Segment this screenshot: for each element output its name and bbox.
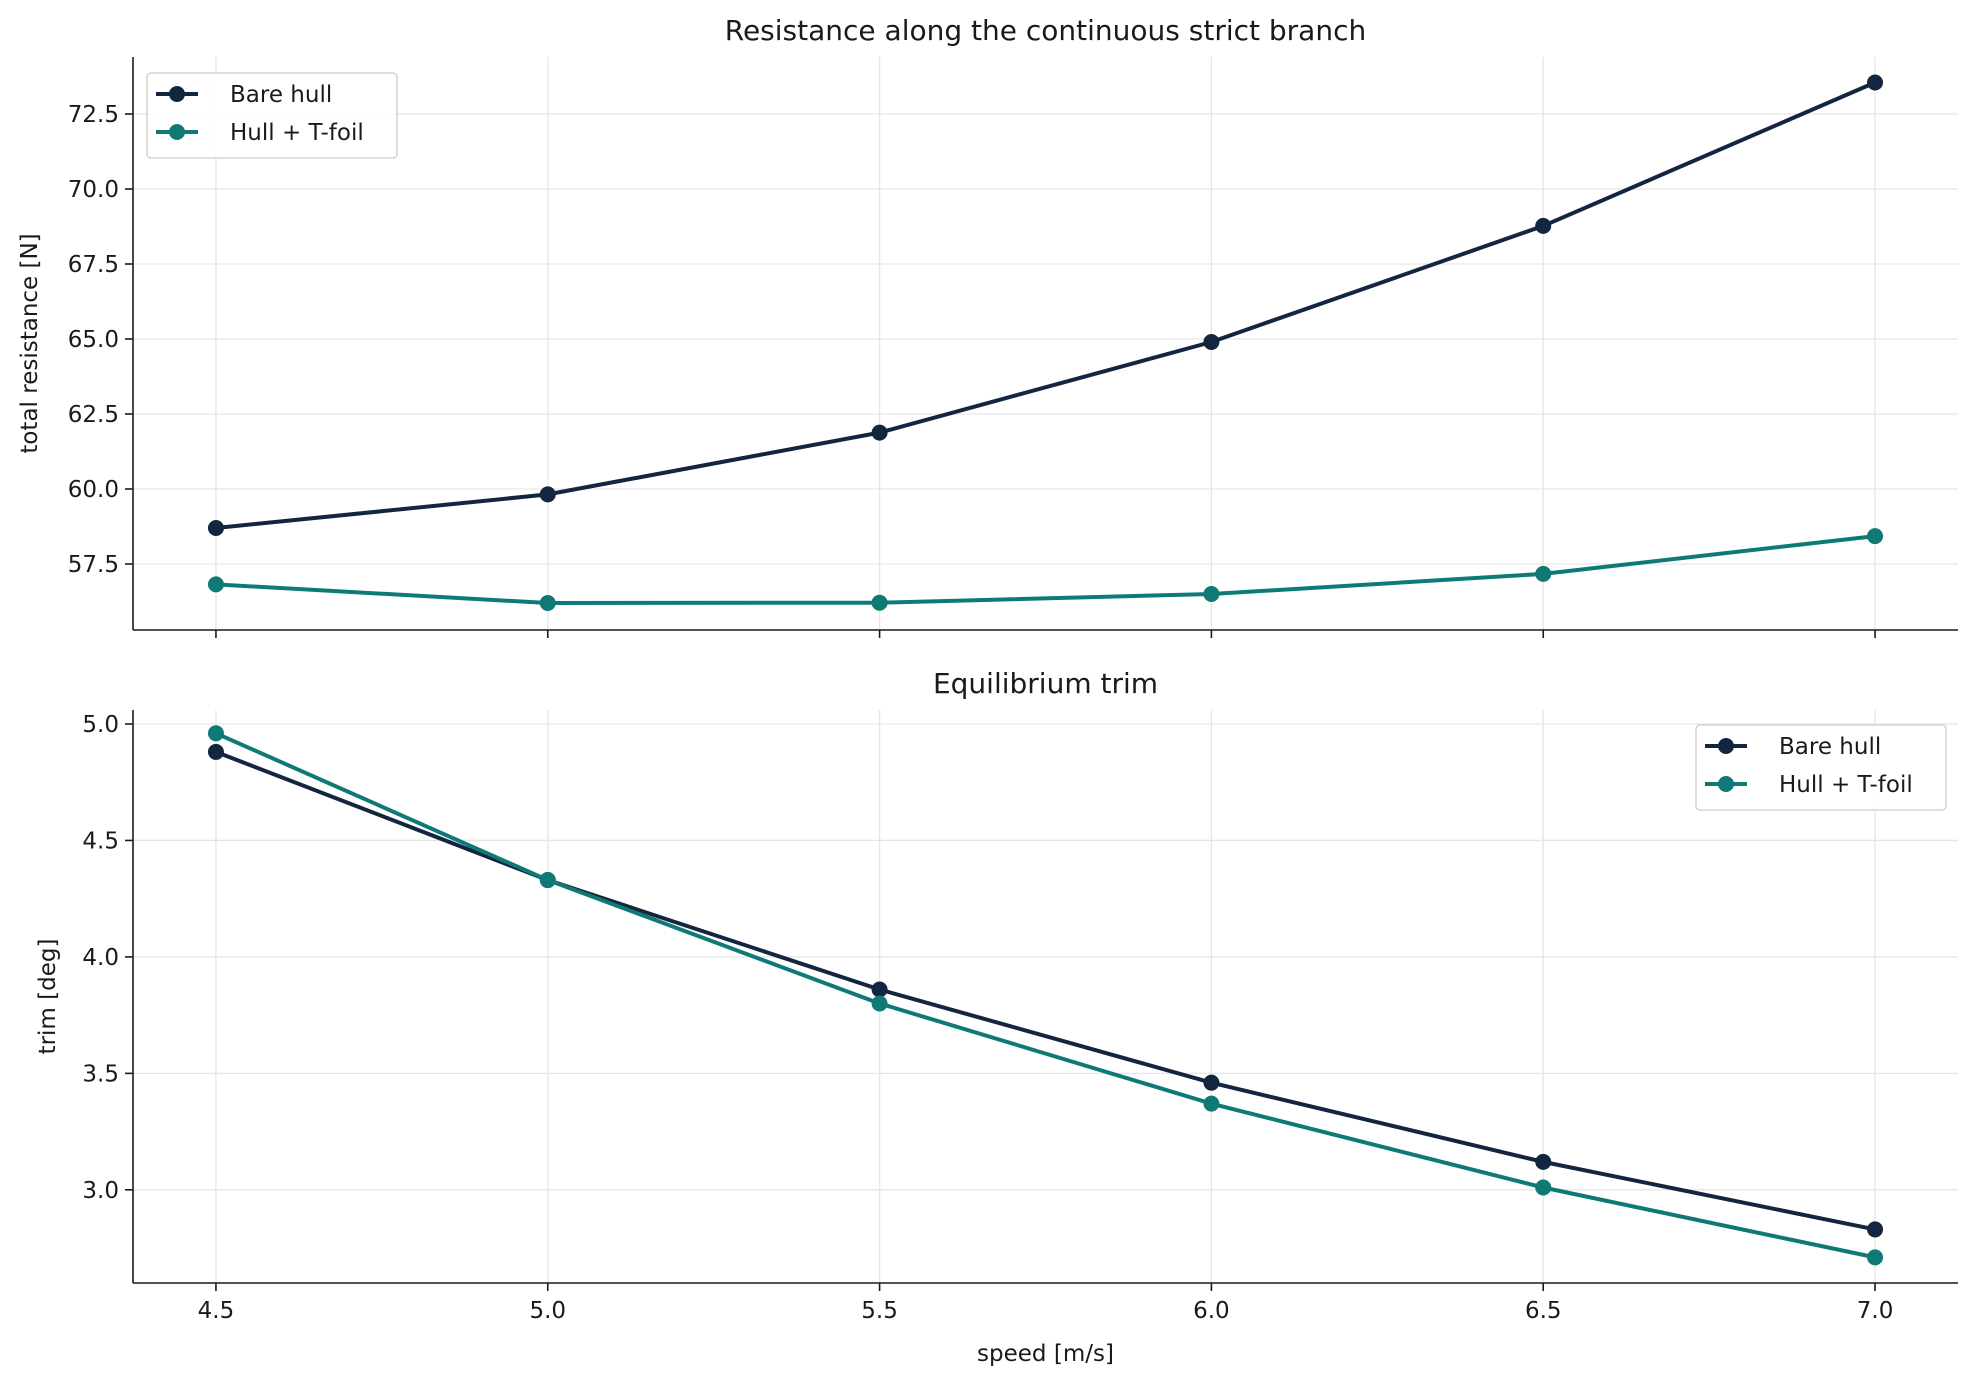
data-point-bare-hull [1867, 74, 1884, 91]
data-point-hull-tfoil [871, 995, 888, 1012]
y-tick-label: 57.5 [68, 552, 119, 578]
data-point-bare-hull [539, 486, 556, 503]
data-point-bare-hull [1203, 334, 1220, 350]
x-tick-label: 5.0 [529, 1298, 566, 1324]
series-line-bare-hull [213, 80, 1878, 530]
legend-swatch-marker [169, 124, 185, 140]
x-axis-label: speed [m/s] [977, 1341, 1114, 1367]
data-point-bare-hull [207, 520, 224, 536]
y-tick-label: 70.0 [68, 177, 119, 203]
legend-box [146, 72, 398, 159]
data-point-hull-tfoil [1867, 528, 1884, 545]
legend-label: Bare hull [1779, 734, 1881, 760]
x-tick-label: 4.5 [198, 1298, 235, 1324]
series-line-hull-tfoil [213, 731, 1878, 1260]
chart-title: Equilibrium trim [933, 667, 1158, 700]
data-point-hull-tfoil [539, 595, 556, 611]
data-point-hull-tfoil [1867, 1249, 1884, 1266]
data-point-hull-tfoil [1203, 586, 1220, 602]
y-tick-label: 60.0 [68, 477, 119, 503]
legend-label: Hull + T-foil [230, 120, 364, 146]
chart-title: Resistance along the continuous strict b… [725, 14, 1366, 47]
series-line-hull-tfoil [213, 534, 1878, 605]
x-tick-label: 7.0 [1857, 1298, 1894, 1324]
data-point-hull-tfoil [1535, 565, 1552, 582]
legend-swatch-marker [1718, 776, 1734, 792]
x-tick-label: 6.0 [1193, 1298, 1230, 1324]
y-tick-label: 67.5 [68, 252, 119, 278]
data-point-bare-hull [871, 981, 888, 998]
y-tick-label: 72.5 [68, 102, 119, 128]
data-point-hull-tfoil [539, 872, 556, 889]
y-tick-label: 62.5 [68, 402, 119, 428]
data-point-bare-hull [871, 424, 888, 441]
trim-panel: 4.5 5.0 5.5 6.0 6.5 7.0 3.0 3.5 4.0 4.5 5.0 Equilib… [35, 667, 1958, 1367]
data-point-bare-hull [1535, 1153, 1552, 1170]
y-tick-label: 3.5 [82, 1061, 119, 1087]
data-point-bare-hull [1203, 1074, 1220, 1091]
data-point-hull-tfoil [207, 725, 224, 742]
x-tick-label: 5.5 [861, 1298, 898, 1324]
y-tick-label: 4.5 [82, 828, 119, 854]
y-tick-label: 3.0 [82, 1178, 119, 1204]
series-line-bare-hull [213, 749, 1878, 1232]
data-point-hull-tfoil [871, 594, 888, 611]
legend-label: Hull + T-foil [1779, 772, 1913, 798]
legend-label: Bare hull [230, 82, 332, 108]
y-axis-label: trim [deg] [35, 939, 61, 1055]
y-axis-label: total resistance [N] [17, 233, 43, 453]
y-tick-label: 4.0 [82, 945, 119, 971]
legend-box [1695, 724, 1947, 811]
x-tick-label: 6.5 [1525, 1298, 1562, 1324]
data-point-bare-hull [1867, 1221, 1884, 1238]
legend-swatch-marker [169, 86, 185, 102]
legend-swatch-marker [1718, 738, 1734, 754]
y-tick-label: 65.0 [68, 327, 119, 353]
data-point-bare-hull [207, 743, 224, 760]
data-point-hull-tfoil [1535, 1179, 1552, 1196]
data-point-hull-tfoil [207, 576, 224, 593]
y-tick-label: 5.0 [82, 712, 119, 738]
data-point-bare-hull [1535, 217, 1552, 234]
resistance-panel: 57.5 60.0 62.5 65.0 67.5 70.0 72.5 Resistance a… [17, 14, 1958, 638]
data-point-hull-tfoil [1203, 1095, 1220, 1112]
